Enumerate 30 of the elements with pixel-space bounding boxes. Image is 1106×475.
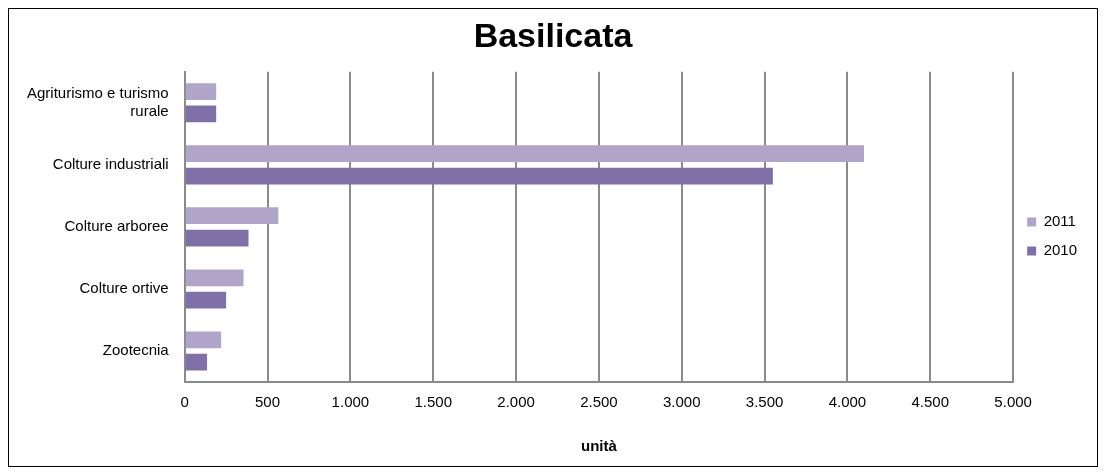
x-tick-label: 2.500 [580, 393, 618, 411]
legend-label: 2011 [1043, 212, 1076, 230]
x-tick-label: 3.500 [745, 393, 784, 411]
bar [185, 83, 217, 101]
bar [185, 145, 865, 163]
x-tick-label: 1.000 [331, 393, 370, 411]
x-tick-label: 1.500 [414, 393, 452, 411]
y-tick-label: Agriturismo e turismo rurale [27, 83, 169, 119]
x-tick-label: 5.000 [994, 393, 1032, 411]
x-tick-label: 2.000 [497, 393, 535, 411]
legend-label: 2010 [1043, 241, 1078, 259]
chart-title: Basilicata [473, 15, 634, 54]
y-tick-label: Zootecnia [102, 341, 170, 359]
bar [185, 353, 208, 371]
bar [185, 167, 773, 185]
x-tick-label: 4.000 [828, 393, 867, 411]
bar [185, 269, 244, 287]
bar [185, 291, 227, 309]
x-tick-label: 3.000 [662, 393, 701, 411]
x-tick-label: 4.500 [911, 393, 950, 411]
y-tick-label: Colture industriali [52, 155, 169, 172]
x-axis-title: unità [580, 437, 618, 455]
y-tick-label: Colture ortive [79, 279, 169, 297]
x-tick-label: 0 [180, 393, 189, 411]
x-tick-label: 500 [255, 393, 281, 411]
bar [185, 331, 222, 349]
bar [185, 229, 249, 247]
y-tick-label: Colture arboree [64, 217, 169, 235]
bar [185, 105, 217, 123]
bar [185, 207, 279, 225]
